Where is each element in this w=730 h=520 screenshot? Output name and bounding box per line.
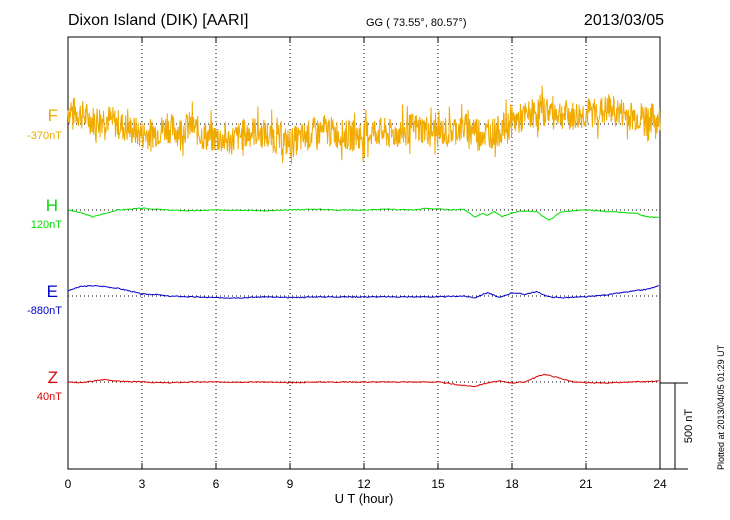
geographic-coordinates: GG ( 73.55°, 80.57°): [366, 17, 467, 29]
series-line-f: [67, 85, 661, 165]
plot-date: 2013/03/05: [583, 12, 664, 29]
tick-label-3: 3: [139, 477, 146, 491]
series-line-h: [67, 207, 659, 221]
x-ticks: 0 3 6 9 12 15 18 21 24: [65, 37, 667, 491]
series-line-z: [67, 373, 659, 387]
scale-bar-label: 500 nT: [683, 409, 695, 444]
series-label-z: Z: [47, 368, 58, 387]
series-line-e: [67, 284, 659, 299]
tick-label-21: 21: [579, 477, 593, 491]
station-title: Dixon Island (DIK) [AARI]: [68, 12, 249, 29]
series-label-f: F: [47, 106, 58, 125]
offset-label-h: 120nT: [30, 219, 62, 231]
x-axis-label: U T (hour): [335, 491, 394, 506]
tick-label-24: 24: [653, 477, 667, 491]
scale-bar: 500 nT: [660, 382, 695, 470]
tick-label-6: 6: [213, 477, 220, 491]
tick-label-18: 18: [505, 477, 519, 491]
series-lines: [67, 85, 661, 387]
tick-label-15: 15: [431, 477, 445, 491]
series-label-h: H: [45, 196, 58, 215]
grid: [68, 37, 660, 469]
tick-label-12: 12: [357, 477, 371, 491]
tick-label-9: 9: [287, 477, 294, 491]
offset-label-z: 40nT: [36, 391, 62, 403]
series-label-e: E: [46, 282, 58, 301]
tick-label-0: 0: [65, 477, 72, 491]
offset-label-f: -370nT: [27, 130, 62, 142]
offset-label-e: -880nT: [27, 305, 62, 317]
